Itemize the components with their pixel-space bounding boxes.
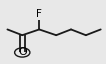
Text: O: O xyxy=(18,47,27,57)
Text: F: F xyxy=(36,9,42,19)
